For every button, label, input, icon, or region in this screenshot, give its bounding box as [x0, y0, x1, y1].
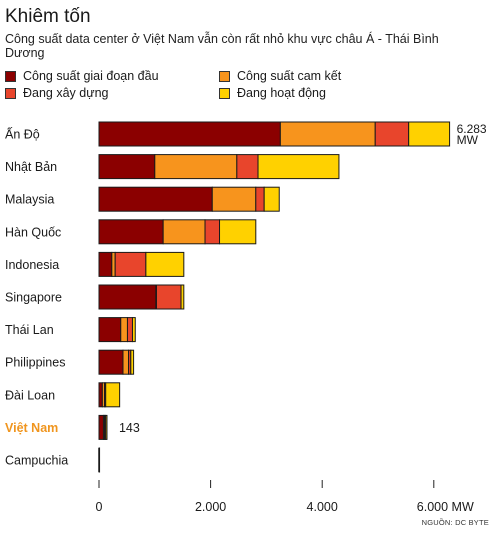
data-label-an-do: 6.283 MW: [457, 122, 487, 147]
category-label-indonesia: Indonesia: [5, 258, 59, 272]
legend-item-committed-capacity: Công suất cam kết: [219, 69, 341, 83]
bar-segment-an-do-0: [98, 121, 281, 147]
bar-segment-philippines-1: [122, 349, 130, 375]
bar-segment-philippines-0: [98, 349, 124, 375]
legend-label-initial-capacity: Công suất giai đoạn đầu: [23, 69, 159, 83]
bar-segment-nhat-ban-1: [154, 154, 238, 180]
bar-segment-nhat-ban-2: [236, 154, 259, 180]
x-tick-label-3: 6.000 MW: [417, 500, 474, 514]
bar-segment-malaysia-0: [98, 186, 213, 212]
bar-segment-malaysia-3: [263, 186, 280, 212]
bar-segment-viet-nam-3: [105, 414, 108, 440]
chart-subtitle: Công suất data center ở Việt Nam vẫn còn…: [5, 32, 439, 60]
category-label-dai-loan: Đài Loan: [5, 388, 55, 402]
bar-segment-an-do-2: [374, 121, 410, 147]
bar-segment-indonesia-0: [98, 251, 113, 277]
bar-segment-han-quoc-0: [98, 219, 164, 245]
bar-segment-indonesia-1: [111, 251, 116, 277]
source-note: NGUỒN: DC BYTE: [421, 518, 489, 527]
category-label-viet-nam: Việt Nam: [5, 421, 58, 435]
category-label-han-quoc: Hàn Quốc: [5, 225, 61, 239]
legend-swatch-initial-capacity: [5, 70, 16, 82]
x-tick-label-0: 0: [96, 500, 103, 514]
legend-swatch-committed-capacity: [219, 70, 230, 82]
data-label-viet-nam: 143: [119, 421, 140, 435]
legend-swatch-under-construction: [5, 87, 16, 99]
bar-segment-philippines-3: [130, 349, 135, 375]
bar-segment-han-quoc-1: [162, 219, 206, 245]
bar-segment-an-do-1: [279, 121, 376, 147]
category-label-an-do: Ấn Độ: [5, 127, 40, 142]
bar-segment-dai-loan-3: [105, 382, 121, 408]
category-label-philippines: Philippines: [5, 356, 65, 370]
legend-item-initial-capacity: Công suất giai đoạn đầu: [5, 69, 159, 83]
legend-swatch-operating: [219, 87, 230, 99]
legend-label-committed-capacity: Công suất cam kết: [237, 69, 342, 83]
legend: Công suất giai đoạn đầu Công suất cam kế…: [5, 69, 485, 103]
bar-segment-malaysia-1: [211, 186, 257, 212]
bar-segment-singapore-2: [155, 284, 182, 310]
legend-item-operating: Đang hoạt động: [219, 86, 326, 100]
bar-segment-singapore-3: [180, 284, 185, 310]
bar-segment-han-quoc-3: [219, 219, 257, 245]
bar-segment-singapore-0: [98, 284, 157, 310]
bar-segment-nhat-ban-3: [257, 154, 340, 180]
bar-segment-thai-lan-0: [98, 317, 122, 343]
legend-item-under-construction: Đang xây dựng: [5, 86, 109, 100]
bar-segment-indonesia-2: [114, 251, 147, 277]
bar-segment-malaysia-2: [255, 186, 265, 212]
category-label-malaysia: Malaysia: [5, 193, 54, 207]
legend-label-operating: Đang hoạt động: [237, 86, 326, 100]
category-label-singapore: Singapore: [5, 291, 62, 305]
chart-title: Khiêm tốn: [5, 6, 91, 27]
category-label-thai-lan: Thái Lan: [5, 323, 54, 337]
category-label-nhat-ban: Nhật Bản: [5, 160, 57, 174]
bar-segment-nhat-ban-0: [98, 154, 156, 180]
bar-segment-an-do-3: [408, 121, 451, 147]
bar-segment-thai-lan-2: [126, 317, 133, 343]
bar-segment-han-quoc-2: [204, 219, 221, 245]
category-label-campuchia: Campuchia: [5, 454, 68, 468]
x-tick-label-2: 4.000: [307, 500, 338, 514]
bar-segment-indonesia-3: [145, 251, 185, 277]
bar-segment-dai-loan-0: [98, 382, 103, 408]
bar-segment-viet-nam-0: [98, 414, 104, 440]
bar-segment-thai-lan-1: [120, 317, 128, 343]
bar-segment-thai-lan-3: [131, 317, 136, 343]
legend-label-under-construction: Đang xây dựng: [23, 86, 109, 100]
x-tick-label-1: 2.000: [195, 500, 226, 514]
